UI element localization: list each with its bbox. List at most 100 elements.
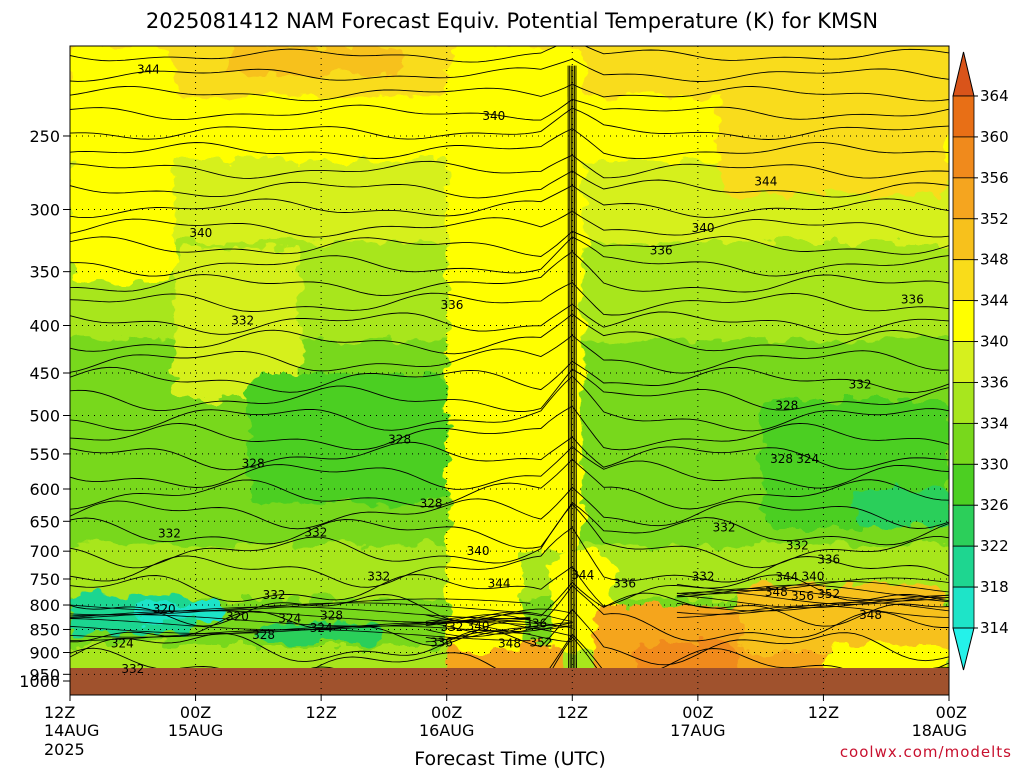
contour-line xyxy=(70,565,949,607)
field-feature xyxy=(70,643,175,668)
x-tick-label: 12Z xyxy=(557,703,588,722)
contour-line xyxy=(70,581,949,627)
y-tick-label: 650 xyxy=(29,512,60,531)
colorbar-tick-label: 364 xyxy=(980,87,1009,105)
colorbar-tick-label: 348 xyxy=(980,251,1009,269)
y-tick-label: 500 xyxy=(29,406,60,425)
contour-label: 340 xyxy=(482,109,505,123)
colorbar-tick-label: 318 xyxy=(980,578,1009,596)
field-feature xyxy=(718,46,949,196)
y-tick-label: 700 xyxy=(29,542,60,561)
x-tick-label: 00Z xyxy=(180,703,211,722)
x-date-label: 15AUG xyxy=(168,721,223,740)
y-tick-label: 600 xyxy=(29,480,60,499)
colorbar: 364 360 356 352 348 344 340 336 334 330 326 322 318 3… xyxy=(952,51,1009,671)
contour-lines xyxy=(70,46,949,668)
contour-label: 344 xyxy=(754,175,777,189)
contour-label: 352 xyxy=(817,587,840,601)
y-tick-label: 750 xyxy=(29,570,60,589)
colorbar-tick-label: 334 xyxy=(980,414,1009,432)
x-tick-label: 00Z xyxy=(936,703,967,722)
contour-line xyxy=(70,368,949,412)
y-axis: 250 300 350 400 450 500 550 600 650 700 750 800 850 9… xyxy=(19,127,70,691)
contour-label: 332 xyxy=(692,569,715,583)
x-date-label: 16AUG xyxy=(419,721,474,740)
contour-label: 332 xyxy=(304,525,327,539)
colorbar-tick-label: 330 xyxy=(980,455,1009,473)
colorbar-segment xyxy=(952,95,975,138)
contour-label: 332 xyxy=(786,538,809,552)
contour-label: 344 xyxy=(488,576,511,590)
plot-frame xyxy=(69,45,950,696)
x-tick-label: 12Z xyxy=(44,703,75,722)
contour-label: 340 xyxy=(189,226,212,240)
contour-label: 332 xyxy=(158,527,181,541)
contour-line xyxy=(569,65,571,668)
contour-line xyxy=(676,581,949,595)
contour-line xyxy=(572,65,574,668)
colorbar-segment xyxy=(952,545,975,588)
contour-line xyxy=(70,58,949,82)
y-tick-label: 550 xyxy=(29,445,60,464)
contour-label: 332 xyxy=(440,620,463,634)
contour-label: 328 xyxy=(242,456,265,470)
contour-label: 324 xyxy=(278,611,301,625)
contour-label: 332 xyxy=(713,520,736,534)
contour-label: 336 xyxy=(613,576,636,590)
contour-line xyxy=(425,619,573,632)
colorbar-top-arrow xyxy=(952,51,975,97)
contour-line xyxy=(70,251,949,297)
x-tick-label: 00Z xyxy=(431,703,462,722)
contour-label: 348 xyxy=(765,585,788,599)
contour-label: 340 xyxy=(802,569,825,583)
x-tick-label: 00Z xyxy=(682,703,713,722)
field-feature xyxy=(446,46,583,552)
x-date-label: 14AUG xyxy=(44,721,99,740)
contour-line xyxy=(70,436,949,471)
contour-label: 336 xyxy=(650,243,673,257)
contour-line xyxy=(70,98,949,121)
colorbar-segment xyxy=(952,300,975,342)
contour-line xyxy=(70,107,949,140)
contour-label: 332 xyxy=(849,377,872,391)
y-tick-label: 850 xyxy=(29,620,60,639)
ground-below-surface xyxy=(70,668,949,695)
contour-line xyxy=(70,154,949,179)
colorbar-segment xyxy=(952,586,975,629)
contour-label: 324 xyxy=(310,621,333,635)
contour-line xyxy=(425,614,573,627)
contour-line xyxy=(676,598,949,612)
contour-label: 348 xyxy=(498,636,521,650)
contour-label: 332 xyxy=(367,569,390,583)
colorbar-segment xyxy=(952,382,975,424)
contour-label: 336 xyxy=(817,553,840,567)
contour-label: 328 xyxy=(388,433,411,447)
contour-line xyxy=(70,170,949,199)
contour-line xyxy=(676,591,949,605)
chart-title: 2025081412 NAM Forecast Equiv. Potential… xyxy=(146,9,878,33)
colorbar-tick-label: 356 xyxy=(980,169,1009,187)
contour-line xyxy=(70,633,949,668)
contour-line xyxy=(70,486,949,530)
contour-line xyxy=(70,210,949,238)
contour-label: 332 xyxy=(263,588,286,602)
field-feature xyxy=(823,643,949,668)
x-tick-label: 12Z xyxy=(808,703,839,722)
colorbar-segment xyxy=(952,504,975,547)
y-tick-label: 400 xyxy=(29,317,60,336)
colorbar-segment xyxy=(952,341,975,383)
contour-line xyxy=(70,503,949,569)
x-axis-label: Forecast Time (UTC) xyxy=(414,748,605,768)
contour-label: 344 xyxy=(137,62,160,76)
contour-line xyxy=(70,334,949,374)
x-date-label: 17AUG xyxy=(670,721,725,740)
y-tick-label: 350 xyxy=(29,263,60,282)
field-feature xyxy=(854,489,949,528)
colorbar-segment xyxy=(952,218,975,261)
credit-text: coolwx.com/modelts xyxy=(840,743,1012,761)
contour-line xyxy=(425,616,573,630)
contour-line xyxy=(70,502,949,549)
y-tick-label: 800 xyxy=(29,596,60,615)
